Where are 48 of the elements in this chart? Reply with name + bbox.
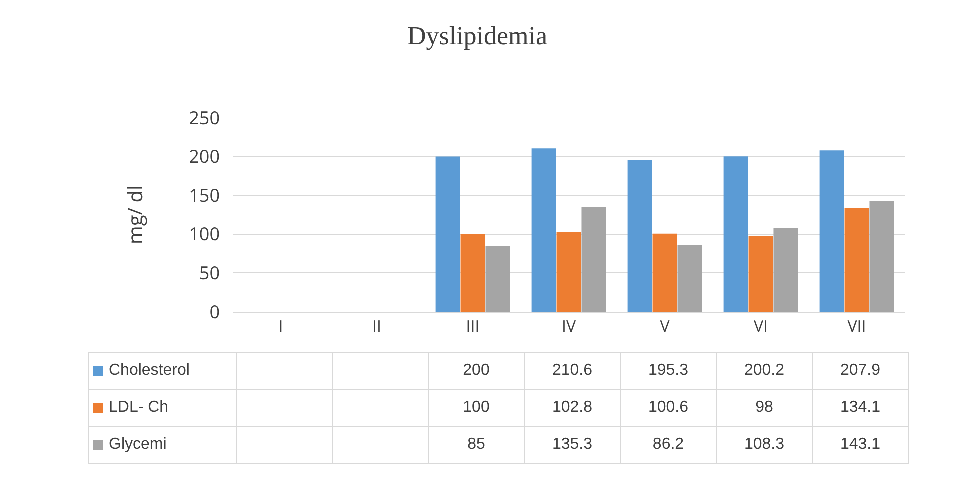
data-label: 100.6 [620,390,716,426]
bar [774,228,798,312]
bar [532,148,556,312]
y-axis-title: mg/ dl [122,185,149,245]
legend-label: LDL- Ch [109,399,169,416]
data-label: 200 [428,352,524,390]
x-tick-label: IV [562,315,576,338]
x-tick-label: VII [848,315,866,338]
data-label: 102.8 [524,390,620,426]
bar [652,234,678,312]
y-tick-label: 200 [189,145,220,170]
data-label: 135.3 [524,426,620,464]
legend-label: Glycemi [109,436,167,453]
data-label: 85 [428,426,524,464]
data-label: 143.1 [812,426,908,464]
legend-label: Cholesterol [109,362,190,379]
bar [628,160,652,312]
x-tick-label: III [466,315,480,338]
data-label: 210.6 [524,352,620,390]
bar [486,246,510,312]
data-label: 86.2 [620,426,716,464]
bar [870,200,894,312]
x-tick-label: II [372,315,382,338]
data-label: 207.9 [812,352,908,390]
x-tick-label: V [660,315,670,338]
y-tick-label: 0 [210,300,220,324]
y-tick-label: 150 [189,184,220,208]
data-label: 108.3 [716,426,812,464]
bar [556,232,582,312]
data-label: 100 [428,390,524,426]
y-tick-label: 250 [189,106,220,130]
bar [748,236,774,312]
bar [724,156,748,312]
bar [436,156,460,312]
x-tick-label: VI [754,315,768,338]
y-tick-label: 50 [199,262,220,286]
data-label: 134.1 [812,390,908,426]
bar [460,234,486,312]
bar [678,245,702,312]
bar [820,150,844,312]
bar [844,208,870,312]
data-label: 98 [716,390,812,426]
bar [582,207,606,312]
y-tick-label: 100 [189,222,220,247]
data-label: 200.2 [716,352,812,390]
x-tick-label: I [278,315,284,338]
data-label: 195.3 [620,352,716,390]
chart-title: Dyslipidemia [407,21,548,50]
